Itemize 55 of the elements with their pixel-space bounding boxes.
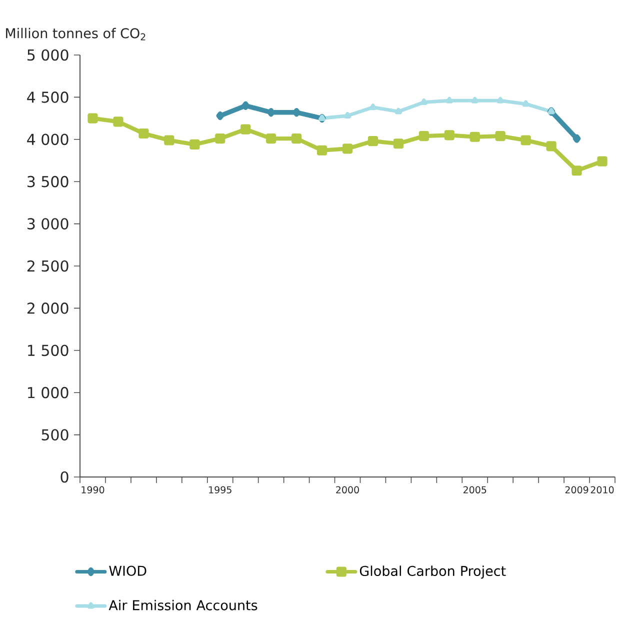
point <box>471 96 478 104</box>
point <box>190 139 200 150</box>
point <box>215 134 226 144</box>
point <box>342 144 353 154</box>
point <box>444 130 454 140</box>
point <box>113 116 124 127</box>
point <box>266 134 276 144</box>
y-tick-label: 0 <box>60 471 68 483</box>
point <box>393 138 404 149</box>
y-tick-label: 4 500 <box>27 92 68 103</box>
point <box>368 136 378 146</box>
y-tick-label: 4 000 <box>27 134 68 146</box>
point <box>216 111 224 120</box>
point <box>572 166 582 176</box>
y-tick-label: 3 500 <box>28 176 68 188</box>
point <box>394 108 402 114</box>
y-tick-label: 500 <box>42 429 68 440</box>
point <box>546 141 556 152</box>
point <box>240 124 251 134</box>
point <box>291 134 302 144</box>
x-tick-label: 2009 <box>565 486 588 494</box>
point <box>344 112 351 119</box>
point <box>446 96 453 104</box>
x-tick-label: 2000 <box>336 486 359 494</box>
y-tick-label: 2 500 <box>27 260 68 272</box>
point <box>495 130 506 142</box>
point <box>522 100 530 107</box>
point <box>242 101 250 110</box>
point <box>418 130 429 142</box>
point <box>292 108 300 117</box>
x-tick-label: 1990 <box>82 486 104 494</box>
legend-label: Global Carbon Project <box>360 566 506 579</box>
y-tick-label: 2 000 <box>27 302 68 314</box>
point <box>164 135 174 146</box>
y-axis-title: Million tonnes of CO$_{2}$ <box>6 28 146 40</box>
y-tick-label: 3 000 <box>28 218 68 230</box>
x-tick-label: 2010 <box>590 486 614 494</box>
point <box>597 156 608 166</box>
point <box>267 108 275 117</box>
legend-label: WIOD <box>109 566 146 576</box>
point <box>496 96 504 104</box>
point <box>369 104 376 110</box>
x-tick-label: 1995 <box>209 486 232 494</box>
point <box>470 132 480 142</box>
legend-label: Air Emission Accounts <box>108 600 258 610</box>
point <box>572 134 581 143</box>
point <box>138 128 149 139</box>
point <box>88 113 98 124</box>
x-tick-label: 2005 <box>463 486 486 494</box>
y-tick-label: 5 000 <box>28 49 68 61</box>
point <box>420 98 428 106</box>
y-tick-label: 1 500 <box>28 344 68 356</box>
point <box>316 145 328 156</box>
y-tick-label: 1 000 <box>28 386 68 398</box>
point <box>520 135 531 146</box>
